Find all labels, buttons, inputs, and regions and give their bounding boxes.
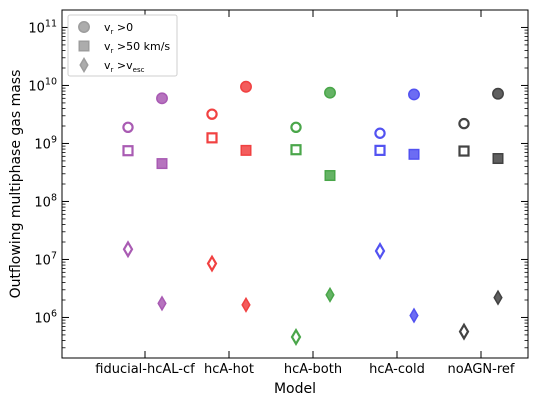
x-tick-label-noAGN-ref: noAGN-ref bbox=[448, 362, 515, 377]
diamond-open-point-hcA-cold bbox=[374, 242, 386, 260]
diamond-filled-point-hcA-hot bbox=[241, 296, 251, 313]
y-tick-label: 107 bbox=[34, 250, 57, 268]
x-axis-ticks: fiducial-hcAL-cf hcA-hot hcA-both hcA-cold n… bbox=[95, 10, 515, 377]
square-open-point-noAGN-ref bbox=[458, 145, 470, 157]
y-tick-label: 1010 bbox=[28, 76, 57, 94]
x-tick-label-hcA-hot: hcA-hot bbox=[204, 362, 254, 377]
y-axis-title: Outflowing multiphase gas mass bbox=[8, 70, 24, 299]
diamond-open-point-hcA-hot bbox=[206, 254, 218, 273]
square-filled-point-hcA-cold bbox=[408, 148, 420, 160]
y-tick-label: 1011 bbox=[28, 18, 57, 36]
x-tick-label-fiducial-hcAL-cf: fiducial-hcAL-cf bbox=[95, 362, 195, 377]
legend-diamond-icon bbox=[79, 57, 89, 73]
y-tick-label: 106 bbox=[34, 308, 57, 326]
x-tick-label-hcA-cold: hcA-cold bbox=[369, 362, 425, 377]
circle-open-point-fiducial-hcAL-cf bbox=[122, 121, 134, 133]
diamond-open-point-noAGN-ref bbox=[458, 322, 470, 341]
y-tick-label: 108 bbox=[34, 192, 57, 210]
square-filled-point-fiducial-hcAL-cf bbox=[156, 158, 168, 170]
circle-filled-point-noAGN-ref bbox=[492, 87, 504, 100]
square-filled-point-hcA-hot bbox=[240, 144, 252, 156]
circle-filled-point-hcA-both bbox=[324, 86, 336, 99]
legend-box bbox=[67, 14, 178, 77]
square-filled-point-hcA-both bbox=[324, 170, 336, 182]
diamond-filled-point-noAGN-ref bbox=[493, 289, 503, 306]
circle-open-point-hcA-hot bbox=[206, 108, 218, 120]
plot-frame bbox=[61, 9, 529, 359]
diamond-open-point-hcA-both bbox=[290, 328, 302, 346]
legend-label-circle: vr >0 bbox=[104, 21, 133, 36]
data-marks bbox=[122, 80, 504, 346]
y-axis-ticks: 106 107 108 109 1010 1011 bbox=[28, 9, 528, 359]
legend-square-icon bbox=[78, 40, 90, 52]
diamond-filled-point-hcA-both bbox=[325, 286, 335, 303]
legend: vr >0 vr >50 km/s vr >vesc bbox=[67, 14, 178, 77]
square-open-point-hcA-both bbox=[290, 144, 302, 156]
square-open-point-fiducial-hcAL-cf bbox=[122, 145, 134, 157]
legend-label-diamond: vr >vesc bbox=[104, 59, 145, 74]
square-open-point-hcA-hot bbox=[206, 132, 218, 144]
x-axis-title: Model bbox=[274, 381, 316, 397]
y-tick-label: 109 bbox=[34, 134, 57, 152]
circle-filled-point-hcA-hot bbox=[240, 80, 252, 93]
x-tick-label-hcA-both: hcA-both bbox=[284, 362, 342, 377]
legend-circle-icon bbox=[78, 21, 90, 33]
circle-open-point-hcA-both bbox=[290, 121, 302, 133]
square-open-point-hcA-cold bbox=[374, 144, 386, 156]
circle-filled-point-fiducial-hcAL-cf bbox=[156, 92, 168, 105]
diamond-open-point-fiducial-hcAL-cf bbox=[122, 240, 134, 259]
circle-open-point-hcA-cold bbox=[374, 127, 386, 139]
circle-filled-point-hcA-cold bbox=[408, 88, 420, 101]
square-filled-point-noAGN-ref bbox=[492, 153, 504, 165]
diamond-filled-point-fiducial-hcAL-cf bbox=[157, 295, 167, 312]
legend-label-square: vr >50 km/s bbox=[104, 40, 170, 55]
diamond-filled-point-hcA-cold bbox=[409, 307, 419, 324]
circle-open-point-noAGN-ref bbox=[458, 117, 470, 130]
